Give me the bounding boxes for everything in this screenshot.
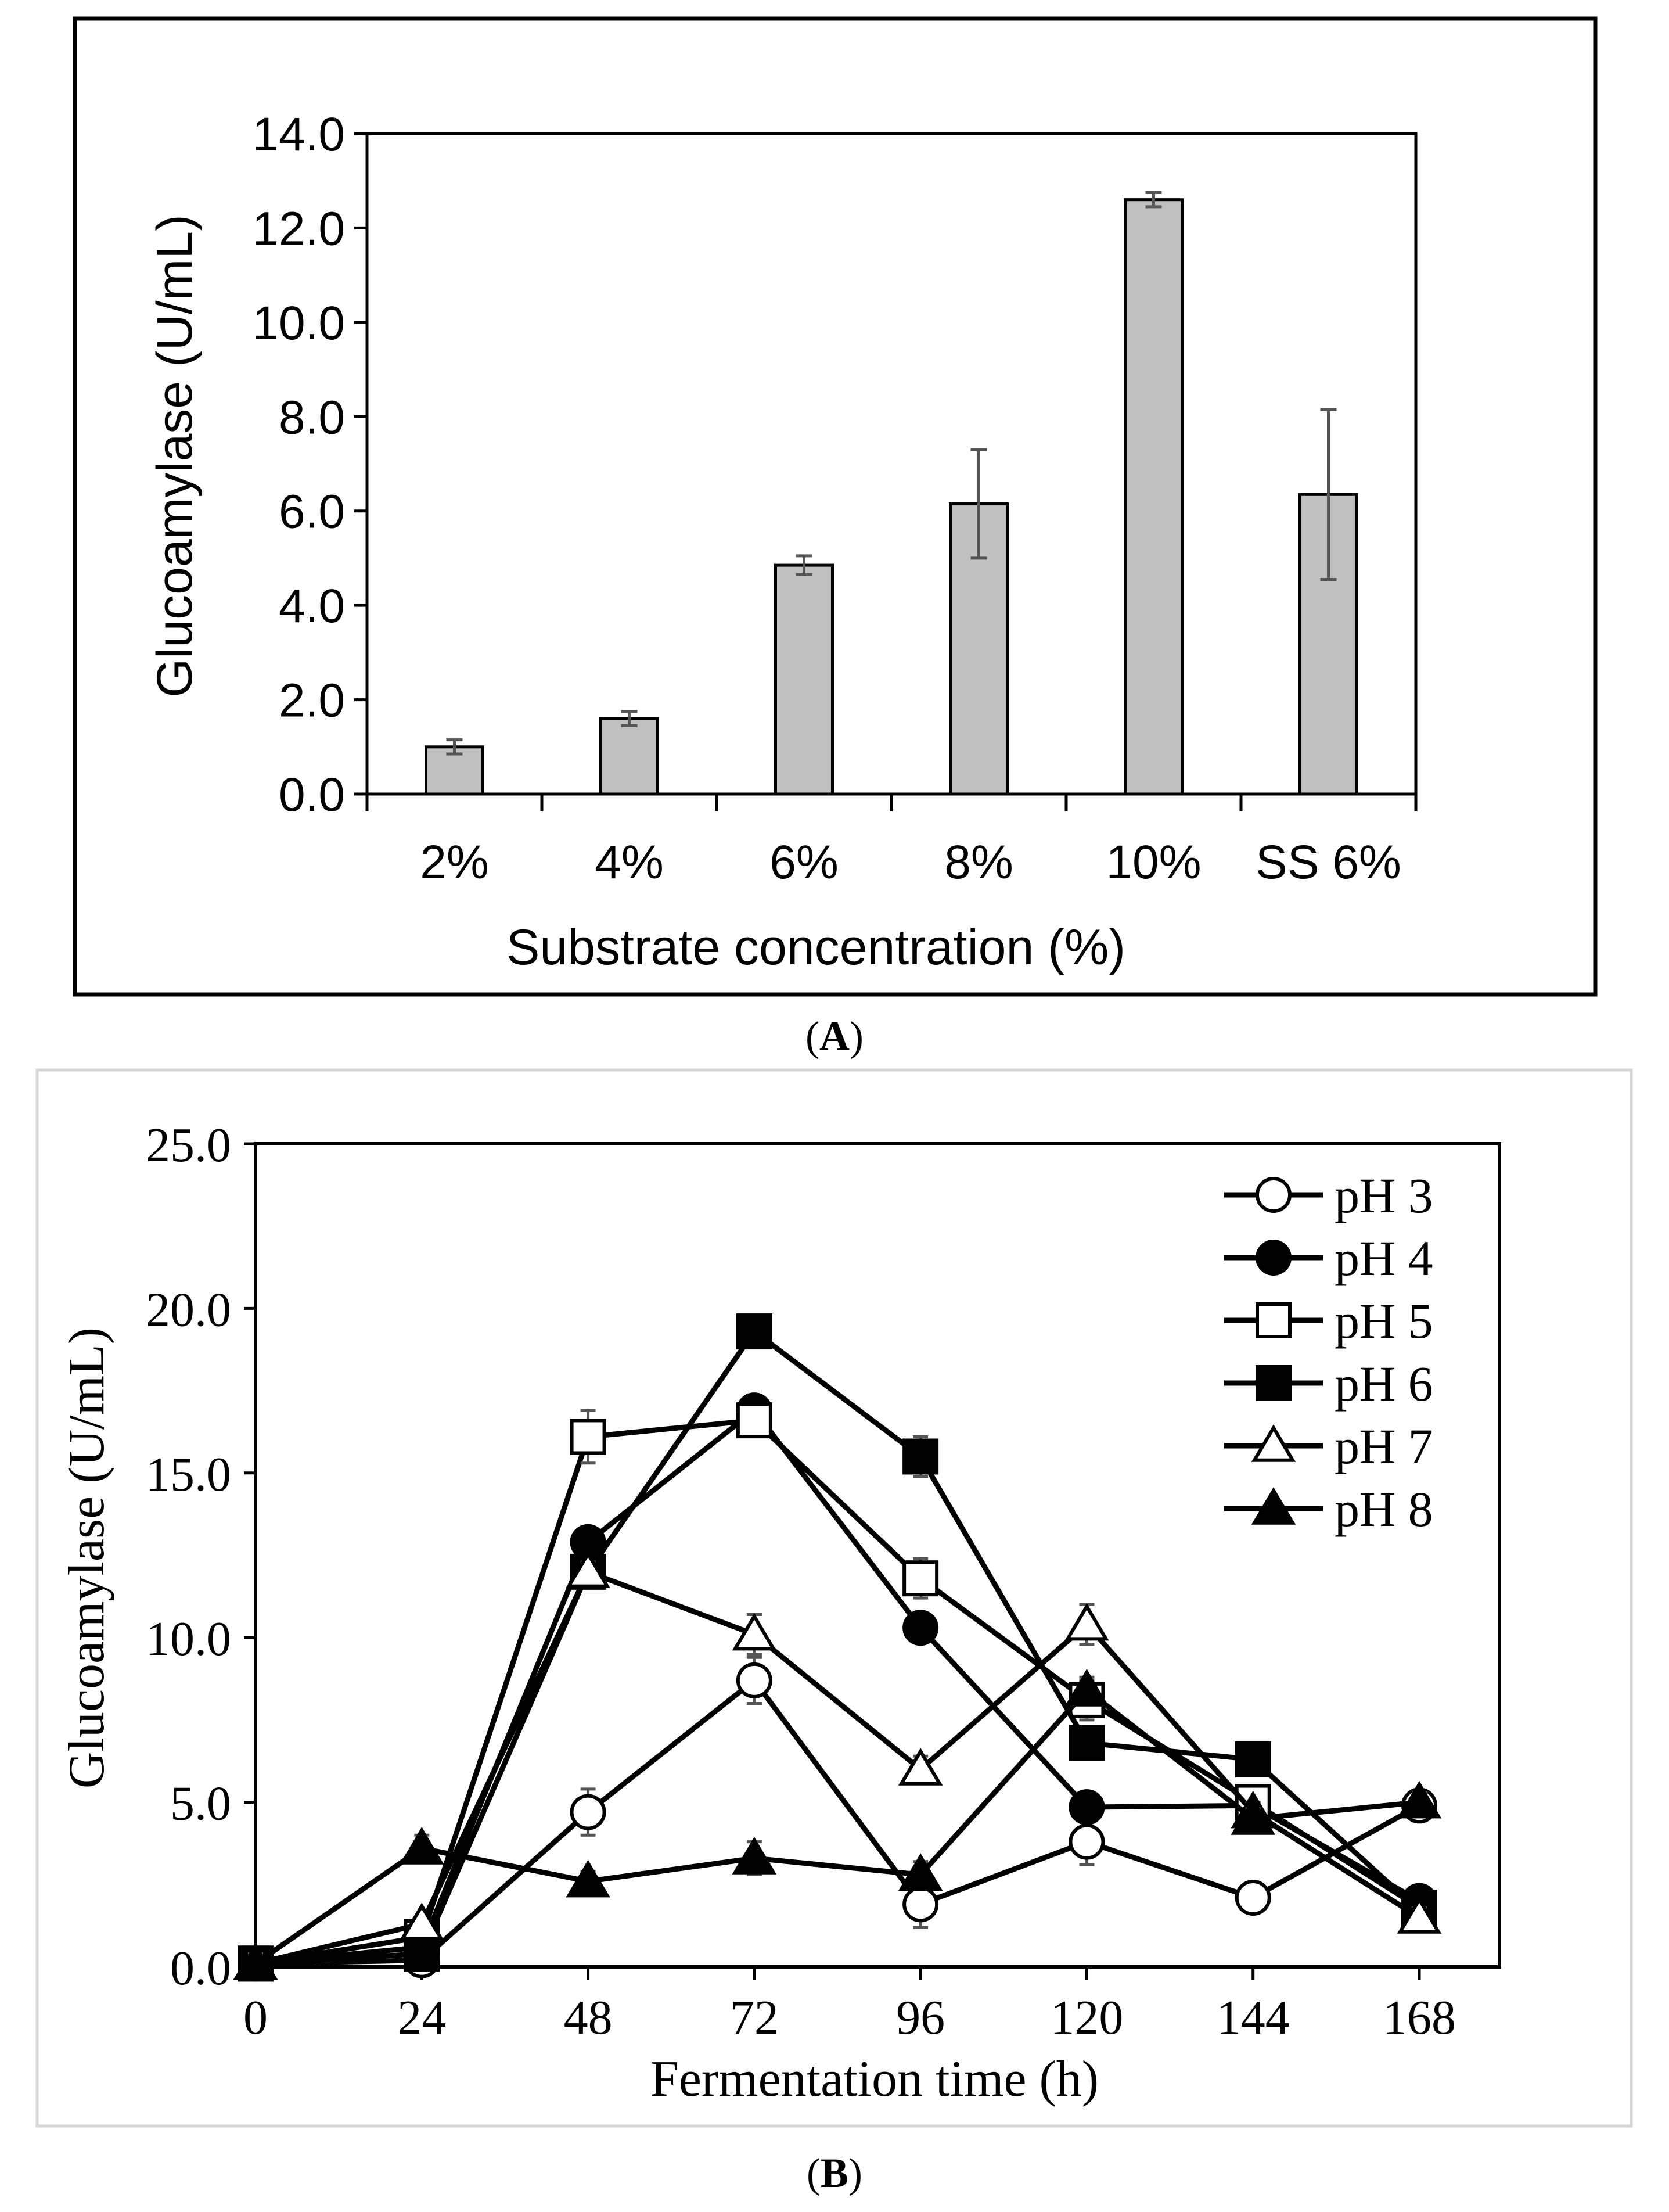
legend-label: pH 6	[1335, 1356, 1433, 1412]
x-category-label: 2%	[420, 836, 489, 889]
data-point-marker	[1397, 1780, 1442, 1819]
panel-b-axes-box	[254, 1142, 1501, 1969]
y-tick-label: 20.0	[146, 1283, 231, 1337]
y-tick-label: 6.0	[279, 486, 345, 538]
data-point-marker	[898, 1853, 943, 1891]
y-tick-label: 12.0	[252, 202, 345, 255]
series-line	[255, 1328, 1422, 1966]
data-point-marker	[233, 1942, 278, 1980]
x-tick-label: 48	[564, 1991, 613, 2045]
x-tick-label: 72	[730, 1991, 779, 2045]
x-tick-label: 24	[397, 1991, 446, 2045]
legend-item: pH 4	[1224, 1230, 1433, 1286]
panel-a-axes-box	[365, 132, 1418, 796]
x-category-label: SS 6%	[1256, 836, 1401, 889]
bar	[599, 717, 659, 796]
data-point-marker	[732, 1613, 777, 1651]
data-point-marker	[1235, 1741, 1271, 1778]
series-line	[254, 1569, 1421, 1966]
legend-label: pH 5	[1335, 1293, 1433, 1349]
series-line	[255, 1407, 1421, 1966]
data-point-marker	[736, 1313, 772, 1350]
series-line	[255, 1678, 1421, 1966]
legend-item: pH 6	[1224, 1356, 1433, 1412]
panel-a-caption-letter: A	[819, 1013, 850, 1060]
panel-b-x-axis-label: Fermentation time (h)	[650, 2051, 1099, 2107]
legend-item: pH 8	[1224, 1481, 1433, 1537]
data-point-marker	[732, 1837, 777, 1875]
x-category-label: 10%	[1106, 836, 1201, 889]
legend-marker	[1251, 1487, 1296, 1525]
y-tick-label: 0.0	[170, 1941, 231, 1995]
x-tick-label: 96	[896, 1991, 945, 2045]
legend-marker	[1256, 1365, 1292, 1401]
data-point-marker	[902, 1886, 939, 1923]
y-tick-label: 10.0	[252, 297, 345, 350]
data-point-marker	[902, 1560, 939, 1597]
panel-b: 0.0 5.0 10.0 15.0 20.0 25.0 0 24 48 72 96 120 144 168…	[35, 1068, 1633, 2128]
bar	[1124, 198, 1184, 796]
data-point-marker	[566, 1550, 610, 1588]
legend-marker	[1256, 1302, 1292, 1338]
legend-item: pH 7	[1224, 1419, 1433, 1474]
legend-label: pH 7	[1335, 1419, 1433, 1474]
x-category-label: 4%	[595, 836, 664, 889]
y-tick-label: 10.0	[146, 1612, 231, 1666]
data-point-marker	[736, 1662, 772, 1699]
data-point-marker	[1069, 1725, 1105, 1761]
data-point-marker	[1231, 1797, 1275, 1835]
panel-a: 0.0 2.0 4.0 6.0 8.0 10.0 12.0 14.0 2% 4% 6% 8% 10% SS…	[73, 16, 1598, 997]
data-point-marker	[1064, 1603, 1109, 1641]
data-point-marker	[570, 1419, 606, 1455]
data-point-marker	[570, 1794, 606, 1830]
legend-label: pH 4	[1335, 1230, 1433, 1286]
x-tick-label: 120	[1050, 1991, 1123, 2045]
y-tick-label: 2.0	[279, 674, 345, 727]
panel-b-caption-letter: B	[821, 2150, 848, 2196]
legend-marker	[1256, 1240, 1292, 1276]
data-point-marker	[1069, 1789, 1105, 1826]
y-tick-label: 15.0	[146, 1448, 231, 1502]
y-tick-label: 5.0	[170, 1777, 231, 1831]
legend-item: pH 3	[1224, 1168, 1433, 1223]
panel-b-legend: pH 3 pH 4 pH 5 pH 6 pH 7 pH 8	[1224, 1168, 1433, 1537]
data-point-marker	[898, 1748, 943, 1786]
legend-item: pH 5	[1224, 1293, 1433, 1349]
data-point-marker	[902, 1438, 939, 1475]
data-point-marker	[400, 1902, 444, 1941]
bar	[774, 563, 834, 796]
data-point-marker	[1235, 1879, 1271, 1916]
panel-b-caption: (B)	[807, 2150, 862, 2196]
x-tick-label: 0	[243, 1991, 268, 2045]
legend-marker	[1251, 1424, 1296, 1462]
data-point-marker	[1064, 1668, 1109, 1707]
panel-a-plot-area: 0.0 2.0 4.0 6.0 8.0 10.0 12.0 14.0 2% 4% 6% 8% 10% SS…	[252, 108, 1418, 889]
x-tick-label: 168	[1383, 1991, 1456, 2045]
y-tick-label: 14.0	[252, 108, 345, 161]
y-tick-label: 0.0	[279, 769, 345, 821]
legend-label: pH 3	[1335, 1168, 1433, 1223]
data-point-marker	[1069, 1823, 1105, 1860]
panel-a-x-axis-label: Substrate concentration (%)	[506, 920, 1125, 975]
data-point-marker	[400, 1827, 444, 1865]
data-point-marker	[404, 1936, 440, 1972]
panel-a-y-axis-label: Glucoamylase (U/mL)	[147, 214, 203, 698]
panel-a-caption: (A)	[805, 1013, 864, 1060]
data-point-marker	[1397, 1896, 1442, 1934]
legend-marker	[1256, 1177, 1292, 1213]
y-tick-label: 25.0	[146, 1118, 231, 1172]
panel-b-plot-area: 0.0 5.0 10.0 15.0 20.0 25.0 0 24 48 72 96 120 144 168	[146, 1118, 1501, 2045]
legend-label: pH 8	[1335, 1481, 1433, 1537]
series-line	[254, 1687, 1420, 1966]
data-point-marker	[566, 1859, 610, 1898]
x-tick-label: 144	[1217, 1991, 1290, 2045]
y-tick-label: 8.0	[279, 391, 345, 444]
data-point-marker	[736, 1402, 772, 1439]
panel-b-y-axis-label: Glucoamylase (U/mL)	[59, 1327, 115, 1789]
y-tick-label: 4.0	[279, 580, 345, 633]
series-ph-8	[233, 1668, 1442, 1980]
x-category-label: 6%	[769, 836, 839, 889]
data-point-marker	[902, 1610, 939, 1646]
x-category-label: 8%	[944, 836, 1013, 889]
